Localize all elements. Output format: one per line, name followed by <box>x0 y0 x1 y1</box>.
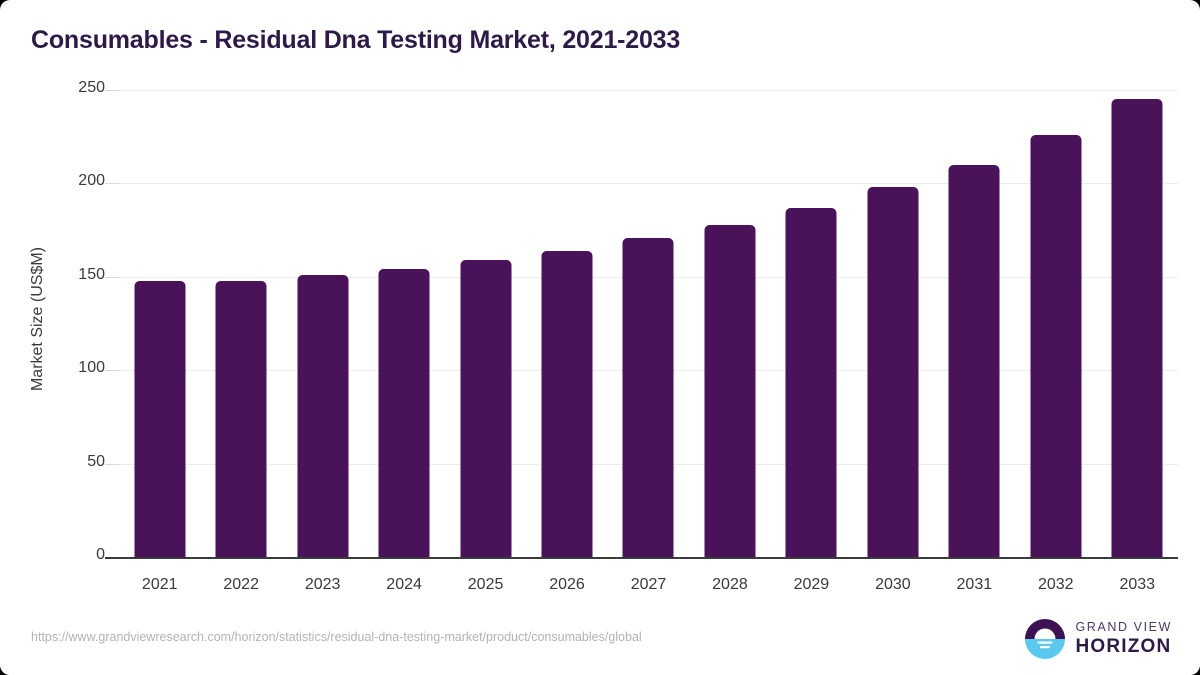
bar[interactable] <box>704 224 756 557</box>
bar-slot <box>119 90 200 557</box>
y-tick-mark <box>105 276 119 278</box>
y-tick-label: 0 <box>96 546 105 563</box>
bar-slot <box>526 90 607 557</box>
y-tick-label: 100 <box>78 359 105 377</box>
bar-slot <box>282 90 363 557</box>
x-tick-label: 2027 <box>630 576 667 593</box>
bar[interactable] <box>297 274 349 557</box>
source-url[interactable]: https://www.grandviewresearch.com/horizo… <box>31 630 642 644</box>
logo-line-1: GRAND VIEW <box>1075 620 1172 635</box>
gridline <box>119 90 1178 91</box>
x-axis-line <box>105 557 1178 559</box>
y-tick-mark <box>105 183 119 185</box>
bar-slot <box>445 90 526 557</box>
bar-slot <box>689 90 770 557</box>
bar-slot <box>1015 90 1096 557</box>
bar-slot <box>771 90 852 557</box>
bar[interactable] <box>541 250 593 557</box>
x-tick-label: 2021 <box>141 576 178 593</box>
bar-slot <box>200 90 281 557</box>
horizon-logo-icon <box>1024 618 1066 660</box>
x-tick-label: 2025 <box>467 576 504 593</box>
y-tick-label: 200 <box>78 172 105 190</box>
logo-wordmark: GRAND VIEW HORIZON <box>1075 621 1172 657</box>
bar[interactable] <box>867 187 919 557</box>
bar[interactable] <box>134 280 186 557</box>
y-tick: 250 <box>0 79 1200 96</box>
logo-line-2: HORIZON <box>1075 635 1172 657</box>
brand-logo: GRAND VIEW HORIZON <box>1024 618 1172 660</box>
bar[interactable] <box>785 207 837 557</box>
x-tick-label: 2028 <box>712 576 748 593</box>
x-tick-label: 2032 <box>1037 576 1074 593</box>
bar-series <box>119 90 1178 557</box>
x-tick-label: 2022 <box>223 576 259 593</box>
bar[interactable] <box>622 237 674 557</box>
x-tick-label: 2031 <box>956 576 993 593</box>
y-tick: 200 <box>0 172 1200 189</box>
bar-slot <box>934 90 1015 557</box>
y-tick-label: 150 <box>78 265 105 283</box>
y-tick-mark <box>105 90 119 91</box>
x-tick-label: 2023 <box>304 576 341 593</box>
y-tick-label: 250 <box>78 79 105 96</box>
bar[interactable] <box>1030 134 1082 557</box>
bar[interactable] <box>948 164 1000 557</box>
bar-slot <box>363 90 444 557</box>
y-tick-label: 50 <box>87 452 105 470</box>
bar[interactable] <box>460 260 512 557</box>
plot-area: Market Size (US$M) 0 50 100 150 200 250 2021 2… <box>0 79 1200 593</box>
bar-slot <box>608 90 689 557</box>
y-tick-mark <box>105 463 119 465</box>
bar[interactable] <box>378 269 430 557</box>
x-tick-label: 2029 <box>793 576 830 593</box>
bar[interactable] <box>1111 99 1163 557</box>
x-tick-label: 2024 <box>386 576 422 593</box>
bar-slot <box>1097 90 1178 557</box>
x-tick-label: 2030 <box>875 576 911 593</box>
bar[interactable] <box>215 280 267 557</box>
bar-slot <box>852 90 933 557</box>
page-title: Consumables - Residual Dna Testing Marke… <box>31 26 681 54</box>
y-tick-mark <box>105 370 119 372</box>
x-tick-label: 2026 <box>549 576 585 593</box>
gridline <box>119 183 1178 185</box>
x-tick-label: 2033 <box>1119 576 1156 593</box>
